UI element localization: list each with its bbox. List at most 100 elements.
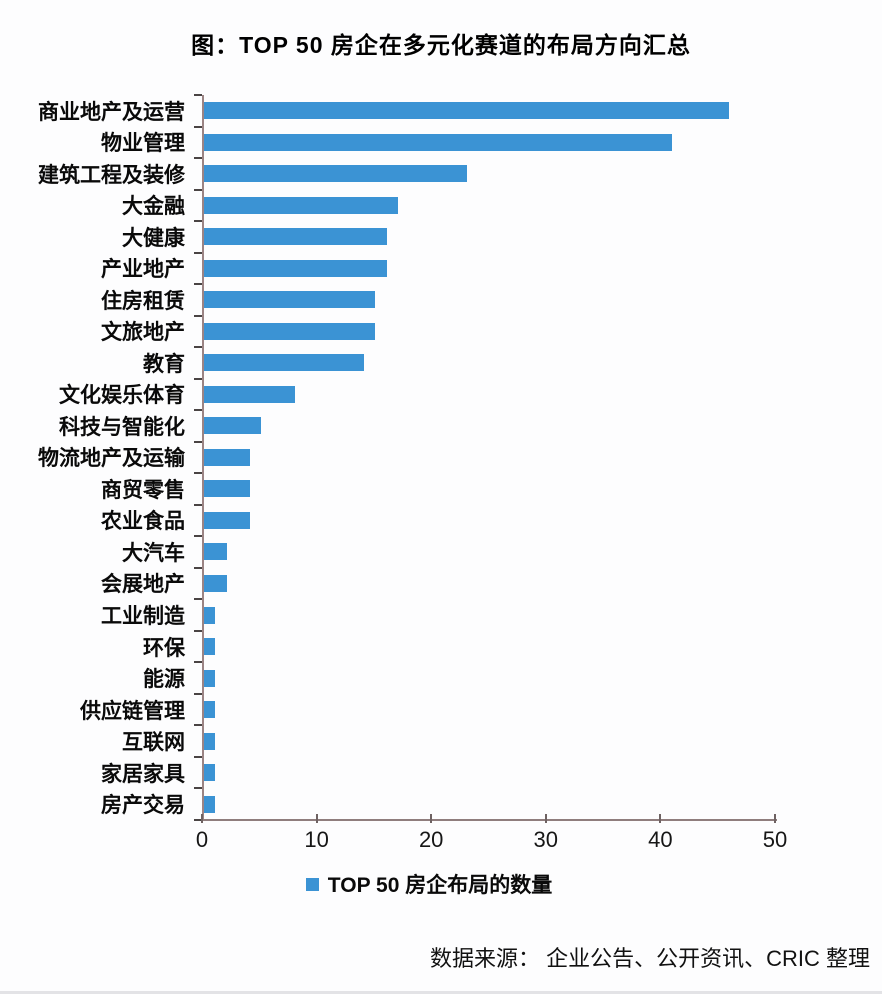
x-axis-tick xyxy=(544,814,547,823)
category-label: 物流地产及运输 xyxy=(38,447,185,471)
bar xyxy=(204,291,376,309)
y-axis-tick xyxy=(194,755,202,758)
x-axis-tick-label: 40 xyxy=(648,827,673,852)
bar-row xyxy=(204,221,775,253)
bar-row xyxy=(204,127,775,159)
y-axis-tick xyxy=(194,787,202,790)
y-axis-tick xyxy=(194,440,202,443)
bar-row xyxy=(204,505,775,537)
y-axis-tick xyxy=(194,503,202,506)
bar-row xyxy=(204,694,775,726)
category-label: 能源 xyxy=(143,668,185,692)
bar xyxy=(204,511,250,529)
bar xyxy=(204,574,227,592)
category-label: 教育 xyxy=(143,352,185,376)
category-label: 商贸零售 xyxy=(101,478,185,502)
y-axis-tick xyxy=(194,283,202,286)
y-axis-tick xyxy=(194,377,202,380)
bar-row xyxy=(204,253,775,285)
bar-row xyxy=(204,473,775,505)
bar-row xyxy=(204,347,775,379)
bottom-divider xyxy=(0,991,882,994)
bar-row xyxy=(204,442,775,474)
bar-row xyxy=(204,284,775,316)
y-axis-tick xyxy=(194,157,202,160)
source-note: 数据来源： 企业公告、公开资讯、CRIC 整理 xyxy=(429,946,870,971)
category-label: 环保 xyxy=(143,636,185,660)
bar xyxy=(204,606,216,624)
bar xyxy=(204,448,250,466)
bar xyxy=(204,669,216,687)
bar xyxy=(204,196,399,214)
bar-row xyxy=(204,95,775,127)
x-axis-tick-label: 0 xyxy=(195,827,209,852)
y-axis-tick xyxy=(194,472,202,475)
y-axis-category-labels: 商业地产及运营 物业管理 建筑工程及装修 大金融 大健康 产业地产 住房租赁 文旅地产 教育 文化… xyxy=(0,95,194,820)
y-axis-tick xyxy=(194,598,202,601)
y-axis-tick xyxy=(194,724,202,727)
bar xyxy=(204,701,216,719)
y-axis-tick xyxy=(194,188,202,191)
bar-row xyxy=(204,190,775,222)
y-axis-tick xyxy=(194,661,202,664)
category-label: 文化娱乐体育 xyxy=(59,384,185,408)
category-label: 大汽车 xyxy=(122,541,185,565)
bar xyxy=(204,795,216,813)
bar xyxy=(204,133,673,151)
category-label: 会展地产 xyxy=(101,573,185,597)
category-label: 供应链管理 xyxy=(80,699,185,723)
y-axis-tick xyxy=(194,566,202,569)
y-axis-tick xyxy=(194,629,202,632)
chart-title: 图：TOP 50 房企在多元化赛道的布局方向汇总 xyxy=(191,32,691,58)
bar xyxy=(204,102,730,120)
category-label: 大金融 xyxy=(122,195,185,219)
plot-area xyxy=(202,95,775,820)
x-axis-tick-label: 30 xyxy=(533,827,559,852)
y-axis-tick xyxy=(194,692,202,695)
category-label: 农业食品 xyxy=(101,510,185,534)
category-label: 商业地产及运营 xyxy=(38,100,185,124)
bar xyxy=(204,480,250,498)
x-axis-tick-label: 10 xyxy=(304,827,329,852)
bar-row xyxy=(204,788,775,820)
bar xyxy=(204,259,387,277)
bar xyxy=(204,638,216,656)
bar xyxy=(204,385,296,403)
y-axis-tick xyxy=(194,346,202,349)
bar xyxy=(204,354,364,372)
y-axis-tick xyxy=(194,125,202,128)
legend-square-swatch-icon xyxy=(305,877,319,891)
bar-row xyxy=(204,568,775,600)
category-label: 物业管理 xyxy=(101,132,185,156)
bar-row xyxy=(204,725,775,757)
y-axis-tick xyxy=(194,314,202,317)
bar-row xyxy=(204,757,775,789)
bar-row xyxy=(204,379,775,411)
category-label: 产业地产 xyxy=(101,258,185,282)
category-label: 家居家具 xyxy=(101,762,185,786)
category-label: 住房租赁 xyxy=(101,289,185,313)
bar xyxy=(204,165,467,183)
x-axis-tick xyxy=(430,814,433,823)
bar-row xyxy=(204,410,775,442)
y-axis-tick xyxy=(194,220,202,223)
y-axis-tick xyxy=(194,535,202,538)
x-axis-tick-label: 20 xyxy=(418,827,444,852)
bar-row xyxy=(204,599,775,631)
x-axis-tick xyxy=(774,814,776,823)
bar-row xyxy=(204,631,775,663)
legend: TOP 50 房企布局的数量 xyxy=(0,869,858,899)
x-axis-tick xyxy=(659,814,662,823)
x-axis-tick xyxy=(201,814,203,823)
x-axis-tick-label: 50 xyxy=(762,827,788,852)
x-axis xyxy=(200,819,777,821)
category-label: 文旅地产 xyxy=(101,321,185,345)
bar-row xyxy=(204,158,775,190)
category-label: 大健康 xyxy=(122,226,185,250)
bar xyxy=(204,543,227,561)
bar xyxy=(204,732,216,750)
category-label: 房产交易 xyxy=(101,794,185,818)
x-axis-tick xyxy=(315,814,318,823)
bar-row xyxy=(204,536,775,568)
